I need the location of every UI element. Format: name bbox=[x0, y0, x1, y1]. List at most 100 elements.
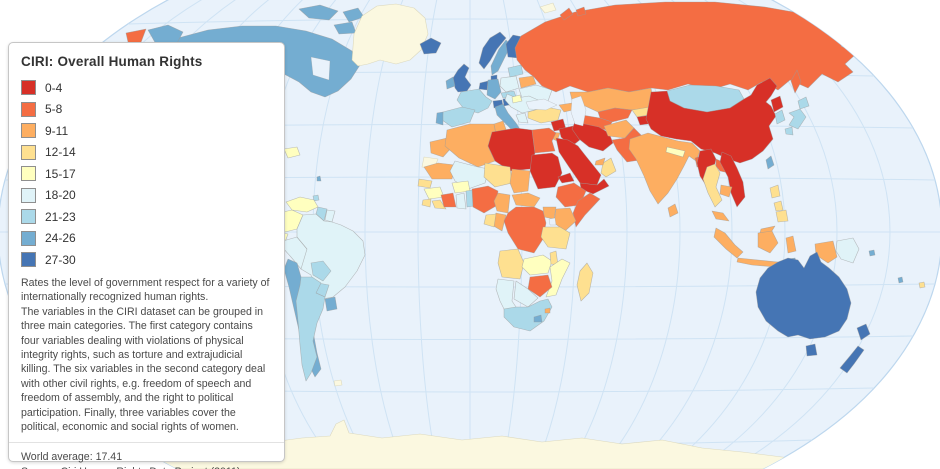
country-iran[interactable] bbox=[571, 121, 614, 152]
country-barbados[interactable] bbox=[316, 175, 322, 182]
country-oman[interactable] bbox=[600, 157, 617, 178]
description-paragraph: The variables in the CIRI dataset can be… bbox=[21, 305, 266, 434]
country-baltics[interactable] bbox=[507, 64, 524, 78]
country-hungary[interactable] bbox=[511, 94, 523, 104]
country-lesotho[interactable] bbox=[533, 314, 543, 323]
country-arctic-1[interactable] bbox=[298, 4, 339, 21]
country-greece[interactable] bbox=[515, 112, 529, 124]
country-sudan[interactable] bbox=[529, 152, 563, 190]
country-germany[interactable] bbox=[486, 78, 502, 100]
country-tasmania[interactable] bbox=[805, 343, 818, 357]
country-swaziland[interactable] bbox=[544, 307, 551, 314]
country-malaysia[interactable] bbox=[711, 210, 730, 222]
description-paragraph: Rates the level of government respect fo… bbox=[21, 277, 270, 304]
country-iceland[interactable] bbox=[419, 37, 442, 55]
country-norway[interactable] bbox=[478, 31, 507, 70]
country-australia[interactable] bbox=[755, 251, 852, 340]
legend: 0-4 5-8 9-11 12-14 15-17 18-20 21-23 24-26 27-30 bbox=[21, 80, 272, 267]
country-trinidad[interactable] bbox=[312, 194, 320, 202]
country-vanuatu[interactable] bbox=[897, 276, 904, 284]
legend-item: 5-8 bbox=[21, 101, 272, 117]
map-title: CIRI: Overall Human Rights bbox=[21, 54, 203, 69]
legend-range-label: 24-26 bbox=[45, 231, 76, 245]
country-angola[interactable] bbox=[497, 248, 525, 280]
country-liberia[interactable] bbox=[431, 199, 447, 210]
country-dominican-republic[interactable] bbox=[283, 146, 301, 159]
panel-divider bbox=[9, 442, 284, 444]
country-ph-visayas[interactable] bbox=[773, 200, 784, 212]
legend-swatch-icon bbox=[21, 166, 36, 181]
country-uganda[interactable] bbox=[542, 206, 557, 220]
country-novaya-2[interactable] bbox=[575, 6, 587, 17]
legend-swatch-icon bbox=[21, 101, 36, 117]
country-sakhalin[interactable] bbox=[790, 69, 802, 94]
legend-item: 27-30 bbox=[21, 252, 272, 267]
country-niger[interactable] bbox=[483, 162, 513, 188]
country-north-korea[interactable] bbox=[770, 95, 784, 113]
country-nz-north[interactable] bbox=[856, 323, 871, 341]
country-somalia[interactable] bbox=[572, 192, 601, 228]
country-japan-hokkaido[interactable] bbox=[797, 96, 810, 110]
country-france[interactable] bbox=[456, 88, 493, 114]
country-vietnam[interactable] bbox=[719, 151, 746, 208]
hudson-bay bbox=[310, 56, 331, 81]
country-bolivia[interactable] bbox=[310, 260, 332, 282]
country-chad[interactable] bbox=[509, 168, 531, 194]
country-falklands[interactable] bbox=[333, 379, 343, 387]
country-solomon[interactable] bbox=[868, 249, 876, 257]
country-id-sumatra[interactable] bbox=[713, 227, 744, 259]
country-ireland[interactable] bbox=[445, 76, 456, 90]
country-south-africa[interactable] bbox=[503, 298, 553, 332]
country-botswana[interactable] bbox=[513, 280, 539, 308]
legend-range-label: 27-30 bbox=[45, 252, 76, 267]
country-nz-south[interactable] bbox=[839, 345, 865, 374]
country-gabon[interactable] bbox=[483, 213, 497, 228]
legend-range-label: 15-17 bbox=[45, 166, 76, 181]
country-cameroon[interactable] bbox=[493, 192, 511, 214]
legend-item: 0-4 bbox=[21, 80, 272, 95]
country-fiji[interactable] bbox=[918, 281, 926, 289]
country-netherlands[interactable] bbox=[478, 80, 489, 91]
country-eritrea[interactable] bbox=[557, 172, 575, 184]
country-ph-mindanao[interactable] bbox=[775, 209, 789, 223]
country-svalbard[interactable] bbox=[539, 2, 557, 14]
country-id-sulawesi[interactable] bbox=[785, 235, 797, 254]
country-cambodia[interactable] bbox=[719, 184, 733, 198]
legend-range-label: 18-20 bbox=[45, 188, 76, 202]
country-tanzania[interactable] bbox=[540, 226, 571, 250]
country-japan-honshu[interactable] bbox=[788, 108, 807, 130]
country-png[interactable] bbox=[835, 237, 860, 264]
country-zambia[interactable] bbox=[521, 254, 553, 276]
country-novaya-1[interactable] bbox=[559, 7, 574, 21]
legend-item: 21-23 bbox=[21, 209, 272, 224]
country-japan-kyushu[interactable] bbox=[784, 126, 794, 136]
country-belarus[interactable] bbox=[518, 75, 537, 89]
country-argentina[interactable] bbox=[295, 276, 326, 382]
country-ivory-coast[interactable] bbox=[440, 192, 457, 208]
source-note: Source: Ciri Human Rights Data Project (… bbox=[21, 465, 272, 469]
country-ph-luzon[interactable] bbox=[769, 184, 781, 199]
country-uruguay[interactable] bbox=[324, 296, 338, 312]
country-nepal[interactable] bbox=[665, 146, 686, 158]
country-greenland[interactable] bbox=[351, 3, 429, 67]
country-sri-lanka[interactable] bbox=[667, 203, 679, 218]
country-egypt[interactable] bbox=[531, 127, 557, 154]
world-average: World average: 17.41 bbox=[21, 451, 123, 464]
country-car[interactable] bbox=[511, 192, 541, 208]
legend-swatch-icon bbox=[21, 144, 36, 160]
country-taiwan[interactable] bbox=[765, 155, 775, 170]
country-ghana[interactable] bbox=[455, 192, 467, 210]
country-brazil[interactable] bbox=[296, 213, 366, 300]
country-china[interactable] bbox=[645, 77, 778, 164]
country-id-borneo[interactable] bbox=[757, 230, 779, 254]
country-madagascar[interactable] bbox=[576, 262, 594, 302]
country-sierra-leone[interactable] bbox=[421, 198, 432, 208]
country-russia[interactable] bbox=[514, 1, 857, 93]
country-portugal[interactable] bbox=[435, 111, 444, 126]
country-south-korea[interactable] bbox=[774, 109, 786, 125]
country-uae[interactable] bbox=[594, 157, 606, 166]
legend-swatch-icon bbox=[21, 80, 36, 95]
legend-item: 12-14 bbox=[21, 144, 272, 160]
country-saudi[interactable] bbox=[555, 137, 602, 186]
country-zimbabwe[interactable] bbox=[527, 274, 553, 298]
